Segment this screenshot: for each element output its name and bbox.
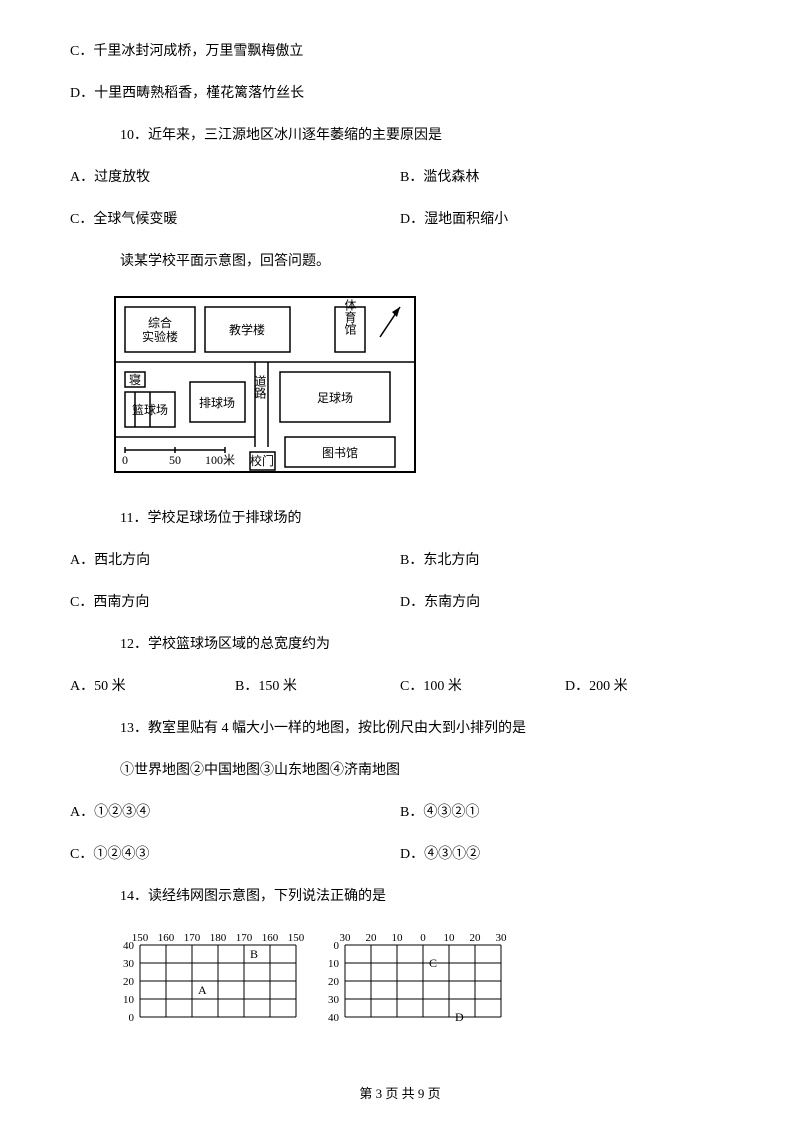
page-footer: 第 3 页 共 9 页 xyxy=(0,1083,800,1102)
svg-text:170: 170 xyxy=(236,932,253,944)
q13-opt-a: A．①②③④ xyxy=(70,801,400,821)
svg-text:160: 160 xyxy=(262,932,279,944)
svg-text:C: C xyxy=(429,956,437,970)
svg-text:40: 40 xyxy=(123,940,135,952)
q11-opt-d: D．东南方向 xyxy=(400,591,730,611)
svg-text:150: 150 xyxy=(132,932,149,944)
q11-options-row2: C．西南方向 D．东南方向 xyxy=(70,591,730,611)
svg-text:图书馆: 图书馆 xyxy=(322,445,358,460)
q11-opt-c: C．西南方向 xyxy=(70,591,400,611)
svg-text:实验楼: 实验楼 xyxy=(142,329,178,344)
q9-option-d: D．十里西畴熟稻香，槿花篱落竹丝长 xyxy=(70,82,730,102)
svg-text:A: A xyxy=(198,983,207,997)
svg-text:校门: 校门 xyxy=(250,453,274,468)
q11-stem: 11．学校足球场位于排球场的 xyxy=(120,507,730,527)
school-intro: 读某学校平面示意图，回答问题。 xyxy=(120,250,730,270)
q13-sub: ①世界地图②中国地图③山东地图④济南地图 xyxy=(120,759,730,779)
q11-opt-a: A．西北方向 xyxy=(70,549,400,569)
svg-text:排球场: 排球场 xyxy=(199,396,235,410)
svg-text:体育馆: 体育馆 xyxy=(343,299,357,335)
svg-text:160: 160 xyxy=(158,932,175,944)
q13-options-row1: A．①②③④ B．④③②① xyxy=(70,801,730,821)
svg-text:20: 20 xyxy=(470,932,482,944)
q10-stem: 10．近年来，三江源地区冰川逐年萎缩的主要原因是 xyxy=(120,124,730,144)
svg-text:100米: 100米 xyxy=(205,453,235,467)
svg-text:0: 0 xyxy=(129,1012,135,1024)
q13-stem: 13．教室里贴有 4 幅大小一样的地图，按比例尺由大到小排列的是 xyxy=(120,717,730,737)
svg-text:10: 10 xyxy=(328,958,340,970)
q13-opt-b: B．④③②① xyxy=(400,801,730,821)
svg-text:足球场: 足球场 xyxy=(317,391,353,405)
svg-text:0: 0 xyxy=(122,453,128,467)
svg-text:30: 30 xyxy=(328,994,340,1006)
svg-text:40: 40 xyxy=(328,1012,340,1024)
q10-opt-b: B．滥伐森林 xyxy=(400,166,730,186)
svg-text:10: 10 xyxy=(392,932,404,944)
svg-text:30: 30 xyxy=(496,932,508,944)
svg-text:0: 0 xyxy=(334,940,340,952)
q11-opt-b: B．东北方向 xyxy=(400,549,730,569)
svg-text:教学楼: 教学楼 xyxy=(229,322,265,337)
q11-options-row1: A．西北方向 B．东北方向 xyxy=(70,549,730,569)
q10-opt-c: C．全球气候变暖 xyxy=(70,208,400,228)
q13-options-row2: C．①②④③ D．④③①② xyxy=(70,843,730,863)
q12-stem: 12．学校篮球场区域的总宽度约为 xyxy=(120,633,730,653)
q12-opt-c: C．100 米 xyxy=(400,675,565,695)
svg-text:20: 20 xyxy=(328,976,340,988)
svg-text:篮球场: 篮球场 xyxy=(132,402,168,417)
svg-text:10: 10 xyxy=(123,994,135,1006)
q12-opt-b: B．150 米 xyxy=(235,675,400,695)
grid-diagram: 150160170180170160150403020100AB30201001… xyxy=(110,927,730,1047)
school-diagram: 综合实验楼教学楼体育馆寝篮球场排球场道路足球场050100米校门图书馆 xyxy=(110,292,730,482)
svg-text:20: 20 xyxy=(366,932,378,944)
q9-option-c: C．千里冰封河成桥，万里雪飘梅傲立 xyxy=(70,40,730,60)
svg-text:20: 20 xyxy=(123,976,135,988)
q13-opt-d: D．④③①② xyxy=(400,843,730,863)
svg-text:B: B xyxy=(250,947,258,961)
svg-text:170: 170 xyxy=(184,932,201,944)
svg-text:180: 180 xyxy=(210,932,227,944)
q13-opt-c: C．①②④③ xyxy=(70,843,400,863)
svg-text:150: 150 xyxy=(288,932,305,944)
q10-options-row1: A．过度放牧 B．滥伐森林 xyxy=(70,166,730,186)
q12-opt-a: A．50 米 xyxy=(70,675,235,695)
q12-options: A．50 米 B．150 米 C．100 米 D．200 米 xyxy=(70,675,730,695)
svg-text:50: 50 xyxy=(169,453,181,467)
svg-text:D: D xyxy=(455,1010,464,1024)
q10-opt-d: D．湿地面积缩小 xyxy=(400,208,730,228)
svg-text:30: 30 xyxy=(340,932,352,944)
q10-options-row2: C．全球气候变暖 D．湿地面积缩小 xyxy=(70,208,730,228)
q14-stem: 14．读经纬网图示意图，下列说法正确的是 xyxy=(120,885,730,905)
svg-text:寝: 寝 xyxy=(129,372,141,387)
svg-text:综合: 综合 xyxy=(148,315,172,330)
q12-opt-d: D．200 米 xyxy=(565,675,730,695)
svg-text:0: 0 xyxy=(420,932,426,944)
svg-text:30: 30 xyxy=(123,958,135,970)
svg-text:10: 10 xyxy=(444,932,456,944)
q10-opt-a: A．过度放牧 xyxy=(70,166,400,186)
